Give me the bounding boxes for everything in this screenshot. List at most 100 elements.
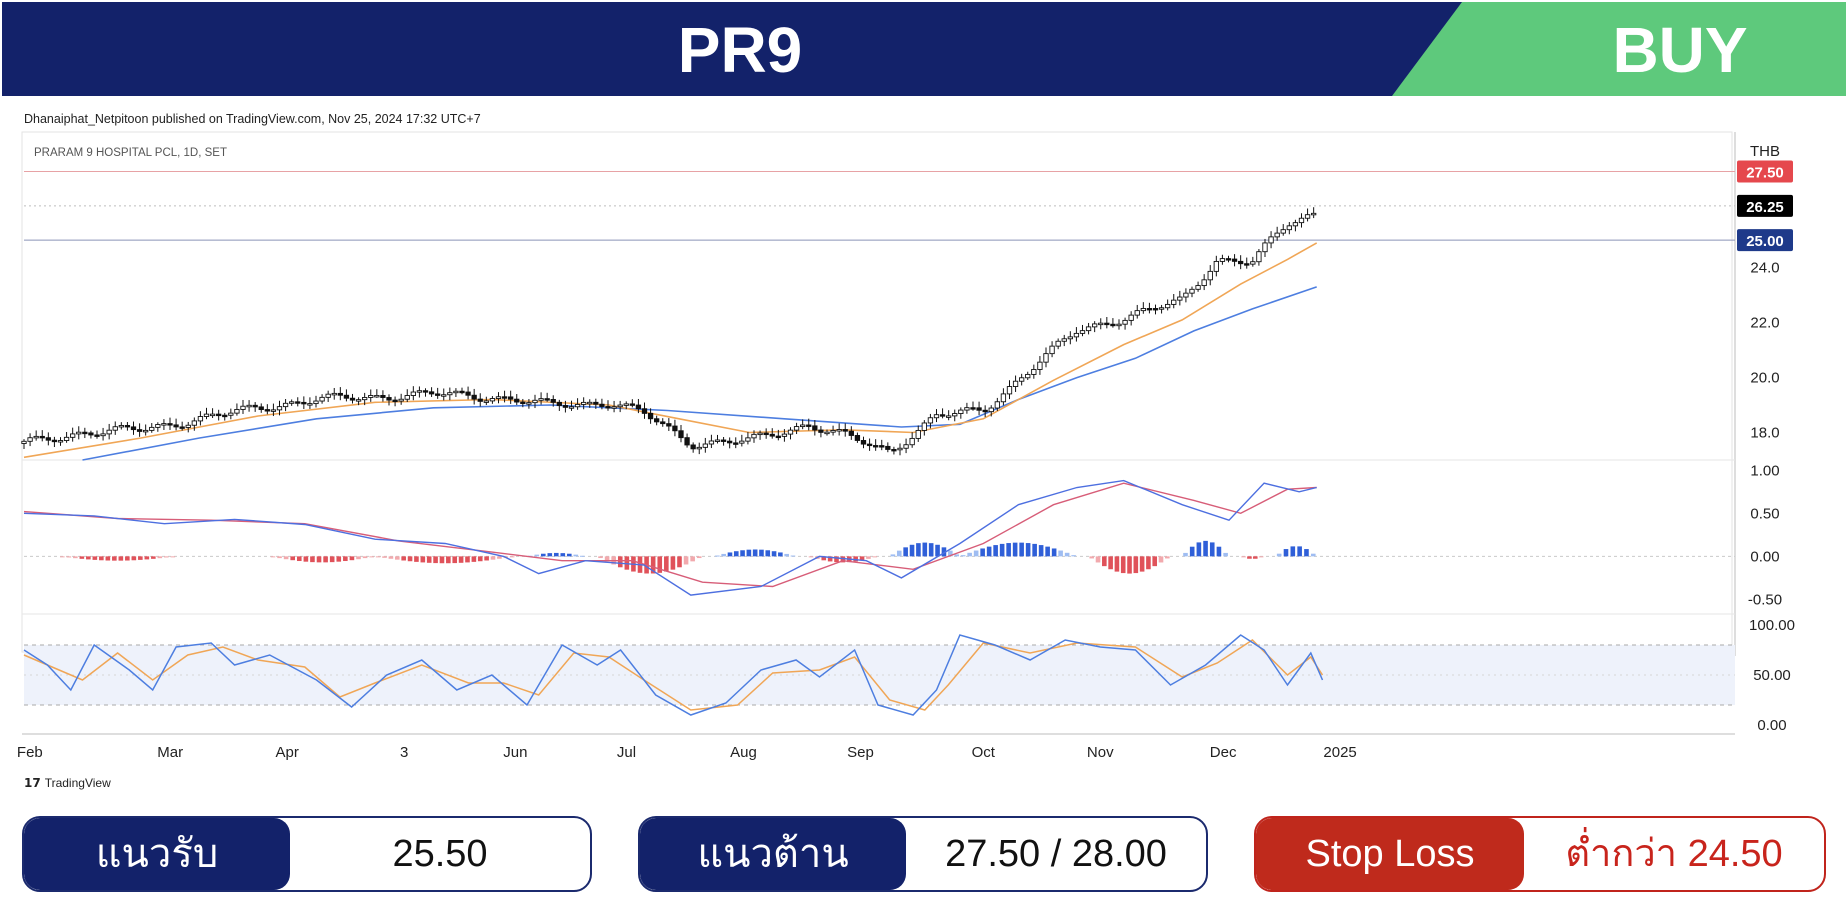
- macd-hist-bar: [1019, 542, 1024, 557]
- macd-hist-bar: [808, 556, 814, 558]
- candle-body: [100, 433, 106, 437]
- candle-body: [428, 391, 435, 395]
- candle-body: [1104, 322, 1110, 326]
- macd-hist-bar: [765, 550, 771, 557]
- macd-hist-bar: [784, 553, 789, 557]
- macd-hist-bar: [993, 545, 998, 557]
- candle-body: [1098, 322, 1104, 326]
- tradingview-chart[interactable]: PRARAM 9 HOSPITAL PCL, 1D, SET THB 24.0 22…: [0, 130, 1848, 766]
- candle-body: [854, 435, 861, 441]
- macd-hist-bar: [1183, 552, 1188, 557]
- candle-body: [63, 436, 70, 441]
- macd-hist-bar: [1165, 556, 1170, 559]
- candle-body: [939, 414, 946, 417]
- macd-hist-bar: [426, 556, 432, 563]
- candle-body: [1134, 310, 1140, 316]
- candle-body: [1225, 258, 1232, 261]
- macd-hist-bar: [715, 555, 720, 557]
- macd-hist-bar: [1108, 556, 1113, 570]
- macd-hist-bar: [164, 556, 169, 558]
- stoch-tick-label: 0.00: [1757, 717, 1786, 734]
- macd-hist-bar: [290, 556, 296, 561]
- candle-body: [1244, 263, 1250, 266]
- candle-body: [976, 407, 982, 411]
- candle-body: [39, 435, 45, 439]
- candle-body: [599, 403, 605, 407]
- macd-hist-bar: [1203, 540, 1208, 557]
- macd-hist-bar: [497, 556, 502, 559]
- macd-hist-bar: [579, 555, 585, 557]
- candle-body: [647, 412, 654, 420]
- candle-body: [1110, 323, 1116, 327]
- macd-hist-bar: [840, 556, 846, 563]
- candle-body: [879, 445, 885, 448]
- candle-body: [964, 407, 970, 411]
- candle-body: [508, 396, 514, 400]
- candle-body: [994, 401, 1000, 409]
- macd-hist-bar: [986, 546, 992, 557]
- macd-hist-bar: [1095, 556, 1101, 563]
- time-tick-label: Aug: [730, 744, 757, 761]
- time-tick-label: Dec: [1210, 744, 1237, 761]
- chart-frame: [21, 131, 1736, 735]
- macd-hist-bar: [401, 556, 406, 561]
- candle-body: [793, 426, 800, 431]
- macd-hist-bar: [343, 556, 348, 562]
- candle-body: [684, 437, 690, 446]
- candle-body: [909, 437, 915, 446]
- candle-body: [1250, 261, 1256, 265]
- candle-body: [203, 413, 210, 417]
- candle-body: [787, 429, 794, 435]
- symbol-label: PRARAM 9 HOSPITAL PCL, 1D, SET: [34, 147, 227, 159]
- resistance-value: 27.50 / 28.00: [945, 833, 1167, 875]
- candle-body: [386, 397, 392, 401]
- macd-hist-bar: [1152, 556, 1158, 567]
- ema-slow-line: [82, 286, 1317, 461]
- candle-body: [313, 400, 319, 405]
- macd-hist-bar: [99, 556, 104, 561]
- candle-body: [946, 415, 952, 418]
- candle-body: [696, 446, 702, 450]
- candle-body: [331, 392, 337, 396]
- candle-body: [325, 393, 331, 398]
- candle-body: [380, 394, 386, 398]
- candle-body: [465, 391, 471, 396]
- macd-hist-bar: [296, 556, 302, 562]
- candle-body: [301, 401, 307, 405]
- macd-hist-bar: [853, 556, 858, 562]
- candle-body: [258, 406, 264, 411]
- candle-body: [1146, 308, 1153, 311]
- stoch-tick-label: 50.00: [1753, 667, 1791, 684]
- stoploss-card: Stop Loss ต่ำกว่า 24.50: [1254, 816, 1826, 892]
- header-green-band: [1392, 2, 1846, 96]
- time-tick-label: Apr: [276, 744, 299, 761]
- support-price-tag: 25.00: [1746, 233, 1784, 250]
- candle-body: [112, 426, 118, 431]
- macd-hist-bar: [1297, 546, 1302, 557]
- macd-hist-bar: [323, 556, 328, 563]
- candle-body: [1140, 308, 1146, 312]
- header-navy-band: [2, 2, 1462, 96]
- candle-body: [1012, 380, 1019, 387]
- macd-hist-bar: [1146, 556, 1151, 570]
- candle-body: [453, 390, 459, 394]
- stoch-tick-label: 100.00: [1749, 617, 1795, 634]
- chart-border: [21, 131, 1733, 653]
- macd-hist-bar: [903, 547, 908, 557]
- macd-hist-bar: [420, 556, 426, 563]
- candle-body: [617, 404, 623, 408]
- time-tick-label: Jun: [503, 744, 527, 761]
- macd-hist-bar: [566, 553, 572, 557]
- stochastic-pane: [23, 634, 1735, 716]
- candle-body: [459, 390, 465, 394]
- candle-body: [349, 397, 356, 401]
- macd-hist-bar: [407, 556, 413, 562]
- candle-body: [319, 396, 325, 402]
- candle-body: [1219, 258, 1226, 262]
- candle-body: [155, 424, 161, 428]
- tradingview-icon: 17: [24, 776, 41, 790]
- candle-body: [1171, 299, 1177, 305]
- candle-body: [337, 392, 343, 396]
- candle-body: [860, 440, 867, 445]
- candle-body: [1000, 393, 1007, 403]
